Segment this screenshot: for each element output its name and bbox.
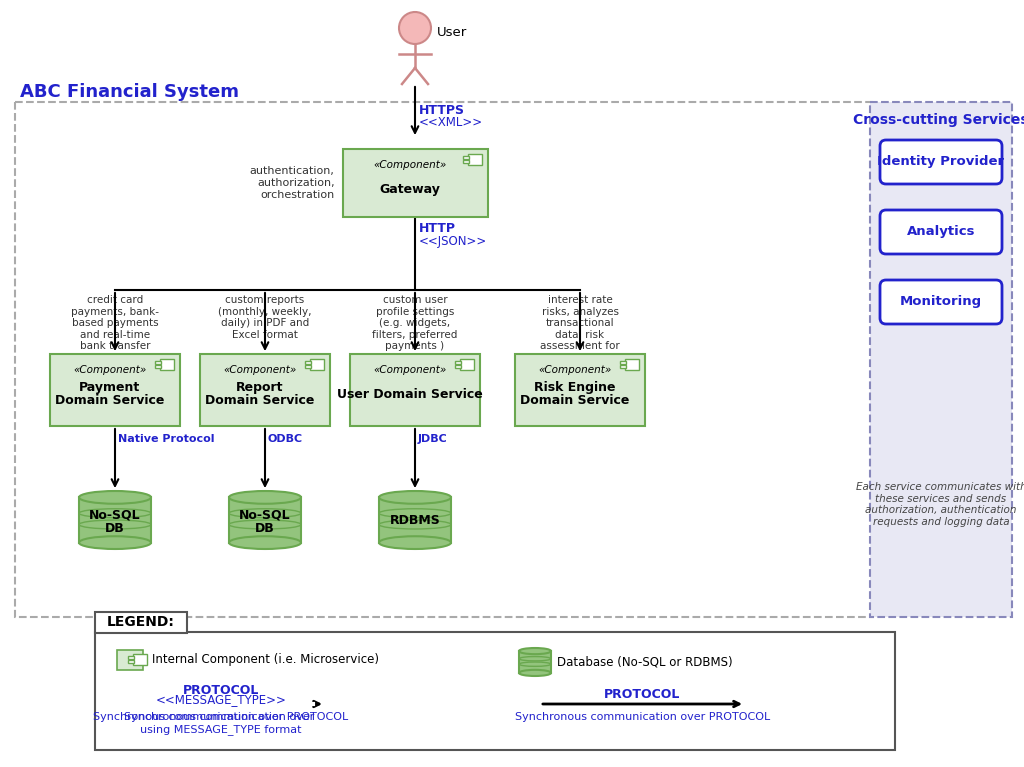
Bar xyxy=(455,365,461,368)
Bar xyxy=(310,359,324,370)
Text: No-SQL: No-SQL xyxy=(240,509,291,522)
Polygon shape xyxy=(519,651,551,673)
Bar xyxy=(625,359,639,370)
Text: Risk Engine: Risk Engine xyxy=(535,381,615,394)
Text: Database (No-SQL or RDBMS): Database (No-SQL or RDBMS) xyxy=(557,656,732,669)
Text: custom user
profile settings
(e.g. widgets,
filters, preferred
payments ): custom user profile settings (e.g. widge… xyxy=(373,295,458,351)
FancyBboxPatch shape xyxy=(880,280,1002,324)
Text: Each service communicates with
these services and sends
authorization, authentic: Each service communicates with these ser… xyxy=(856,482,1024,527)
Bar xyxy=(50,354,180,426)
Bar xyxy=(133,654,147,665)
Ellipse shape xyxy=(229,491,301,504)
Polygon shape xyxy=(229,497,301,542)
Ellipse shape xyxy=(79,491,151,504)
Text: «Component»: «Component» xyxy=(374,365,446,375)
Polygon shape xyxy=(79,497,151,542)
Bar xyxy=(463,160,469,163)
Text: Domain Service: Domain Service xyxy=(55,394,165,407)
Text: HTTPS: HTTPS xyxy=(419,104,465,117)
Bar xyxy=(460,359,474,370)
Text: RDBMS: RDBMS xyxy=(389,513,440,526)
Ellipse shape xyxy=(379,536,451,549)
Bar xyxy=(95,632,895,750)
Ellipse shape xyxy=(379,491,451,504)
Text: Monitoring: Monitoring xyxy=(900,295,982,308)
Bar xyxy=(305,361,311,364)
Text: credit card
payments, bank-
based payments
and real-time
bank transfer
payments: credit card payments, bank- based paymen… xyxy=(71,295,159,363)
Ellipse shape xyxy=(229,536,301,549)
Bar xyxy=(455,361,461,364)
FancyBboxPatch shape xyxy=(880,210,1002,254)
Text: PROTOCOL: PROTOCOL xyxy=(604,689,681,702)
Text: «Component»: «Component» xyxy=(223,365,297,375)
Text: «Component»: «Component» xyxy=(74,365,146,375)
Bar xyxy=(342,149,487,217)
Text: JDBC: JDBC xyxy=(418,434,447,444)
Text: ABC Financial System: ABC Financial System xyxy=(20,83,239,101)
Text: LEGEND:: LEGEND: xyxy=(108,615,175,629)
Text: No-SQL: No-SQL xyxy=(89,509,141,522)
Text: ODBC: ODBC xyxy=(268,434,303,444)
Text: Gateway: Gateway xyxy=(380,183,440,196)
Bar xyxy=(468,154,481,165)
Text: Synchronous communication over PROTOCOL: Synchronous communication over PROTOCOL xyxy=(515,712,770,722)
Bar xyxy=(155,365,161,368)
Bar xyxy=(128,660,134,663)
Text: Domain Service: Domain Service xyxy=(206,394,314,407)
Bar xyxy=(128,656,134,659)
Circle shape xyxy=(399,12,431,44)
Bar xyxy=(515,354,645,426)
Text: authentication,
authorization,
orchestration: authentication, authorization, orchestra… xyxy=(250,166,335,199)
Text: <<XML>>: <<XML>> xyxy=(419,116,483,129)
Text: PROTOCOL: PROTOCOL xyxy=(183,683,259,696)
Bar xyxy=(95,612,187,633)
Bar xyxy=(620,365,626,368)
Bar xyxy=(15,102,873,617)
Text: Payment: Payment xyxy=(80,381,140,394)
Text: Synchronous communication over PROTOCOL
using MESSAGE_TYPE format: Synchronous communication over PROTOCOL … xyxy=(93,712,348,735)
Polygon shape xyxy=(379,497,451,542)
Text: DB: DB xyxy=(255,522,274,535)
Text: Synchronous communication over: Synchronous communication over xyxy=(124,712,317,722)
Text: HTTP: HTTP xyxy=(419,222,456,235)
Bar xyxy=(350,354,480,426)
Ellipse shape xyxy=(79,536,151,549)
Bar xyxy=(305,365,311,368)
Text: User Domain Service: User Domain Service xyxy=(337,387,483,400)
Bar xyxy=(620,361,626,364)
Bar xyxy=(160,359,174,370)
Bar xyxy=(117,650,143,670)
Bar xyxy=(155,361,161,364)
Text: Internal Component (i.e. Microservice): Internal Component (i.e. Microservice) xyxy=(152,653,379,667)
Text: «Component»: «Component» xyxy=(539,365,611,375)
Text: custom reports
(monthly, weekly,
daily) in PDF and
Excel format: custom reports (monthly, weekly, daily) … xyxy=(218,295,311,340)
Text: Analytics: Analytics xyxy=(906,225,975,239)
Bar xyxy=(870,102,1012,617)
Text: <<MESSAGE_TYPE>>: <<MESSAGE_TYPE>> xyxy=(156,693,287,706)
Text: «Component»: «Component» xyxy=(374,160,446,170)
Text: Native Protocol: Native Protocol xyxy=(118,434,214,444)
Bar xyxy=(463,156,469,159)
Text: User: User xyxy=(437,27,467,39)
Text: Cross-cutting Services: Cross-cutting Services xyxy=(853,113,1024,127)
FancyBboxPatch shape xyxy=(880,140,1002,184)
Text: Identity Provider: Identity Provider xyxy=(878,156,1005,169)
Text: Report: Report xyxy=(237,381,284,394)
Text: interest rate
risks, analyzes
transactional
data, risk
assessment for
user activ: interest rate risks, analyzes transactio… xyxy=(540,295,620,363)
Text: <<JSON>>: <<JSON>> xyxy=(419,235,487,249)
Ellipse shape xyxy=(519,648,551,654)
Bar xyxy=(200,354,330,426)
Ellipse shape xyxy=(519,670,551,676)
Text: Domain Service: Domain Service xyxy=(520,394,630,407)
Text: DB: DB xyxy=(105,522,125,535)
